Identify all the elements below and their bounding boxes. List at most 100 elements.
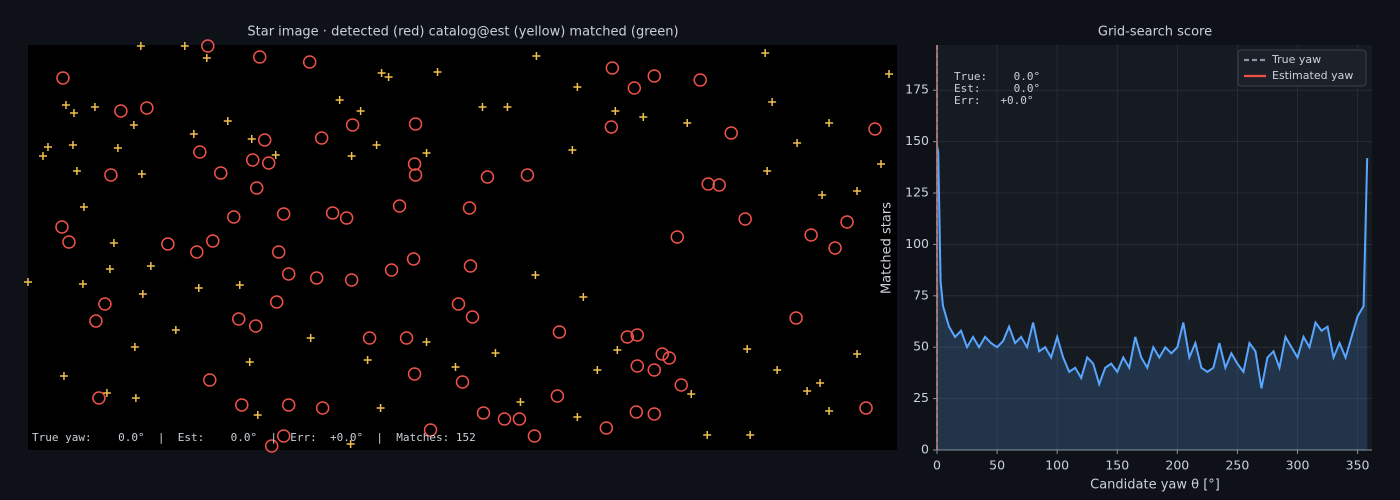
- catalog-star: [639, 113, 648, 121]
- detected-star: [344, 273, 359, 287]
- detected-star: [476, 406, 491, 420]
- catalog-star: [90, 103, 99, 111]
- catalog-star: [363, 356, 372, 364]
- detected-star: [345, 118, 360, 132]
- catalog-star: [146, 262, 155, 270]
- detected-star: [249, 181, 264, 195]
- detected-star: [408, 117, 423, 131]
- x-tick-label: 50: [989, 458, 1005, 473]
- catalog-star: [129, 121, 138, 129]
- detected-star: [98, 297, 112, 311]
- detected-star: [406, 252, 421, 266]
- plot-area: [937, 45, 1372, 450]
- y-tick-label: 25: [913, 390, 929, 405]
- legend-label: True yaw: [1271, 53, 1321, 66]
- catalog-star: [180, 42, 189, 50]
- catalog-star: [78, 280, 87, 288]
- catalog-star: [376, 404, 385, 412]
- detected-star: [693, 73, 707, 87]
- detected-star: [315, 401, 330, 415]
- catalog-star: [372, 141, 381, 149]
- image-footer: True yaw: 0.0° | Est: 0.0° | Err: +0.0° …: [32, 431, 476, 444]
- catalog-star: [24, 278, 32, 286]
- catalog-star: [803, 387, 812, 395]
- detected-star: [201, 39, 215, 53]
- catalog-star: [593, 366, 602, 374]
- image-title: Star image · detected (red) catalog@est …: [247, 25, 678, 40]
- catalog-star: [130, 343, 139, 351]
- catalog-star: [223, 117, 232, 125]
- detected-star: [206, 234, 220, 248]
- catalog-star: [113, 144, 122, 152]
- legend-label: Estimated yaw: [1272, 69, 1353, 82]
- score-area: [937, 145, 1368, 451]
- detected-star: [630, 359, 645, 373]
- catalog-star: [687, 390, 696, 398]
- detected-star: [399, 331, 414, 345]
- catalog-star: [384, 73, 393, 81]
- catalog-star: [451, 363, 460, 371]
- catalog-star: [347, 152, 356, 160]
- detected-star: [462, 201, 477, 215]
- catalog-star: [69, 109, 78, 117]
- annotation: Est: 0.0°: [954, 82, 1040, 95]
- catalog-star: [579, 293, 588, 301]
- detected-star: [724, 126, 738, 140]
- catalog-star: [306, 334, 315, 342]
- catalog-star: [773, 366, 782, 374]
- detected-star: [670, 230, 685, 244]
- detected-star: [190, 245, 204, 259]
- detected-star: [248, 319, 263, 333]
- detected-star: [599, 421, 614, 435]
- catalog-star: [503, 103, 512, 111]
- detected-star: [629, 405, 644, 419]
- catalog-star: [491, 349, 500, 357]
- detected-star: [264, 439, 279, 453]
- detected-star: [512, 412, 527, 426]
- legend-box: [1237, 49, 1367, 87]
- detected-star: [261, 156, 276, 170]
- catalog-star: [131, 394, 140, 402]
- detected-star: [325, 206, 340, 220]
- detected-star: [859, 401, 873, 415]
- catalog-star: [573, 413, 582, 421]
- catalog-star: [573, 83, 582, 91]
- catalog-star: [61, 101, 70, 109]
- detected-star: [281, 398, 296, 412]
- catalog-star: [761, 49, 770, 57]
- detected-star: [520, 168, 535, 182]
- catalog-star: [853, 187, 862, 195]
- detected-star: [655, 347, 670, 361]
- catalog-star: [433, 68, 442, 76]
- detected-star: [463, 259, 478, 273]
- catalog-star: [68, 141, 77, 149]
- catalog-star: [245, 358, 254, 366]
- y-tick-label: 175: [905, 82, 929, 97]
- catalog-star: [611, 107, 620, 115]
- catalog-star: [793, 139, 802, 147]
- detected-star: [407, 157, 422, 171]
- detected-star: [235, 398, 249, 412]
- detected-star: [480, 170, 495, 184]
- catalog-star: [768, 98, 777, 106]
- x-tick-label: 250: [1225, 458, 1249, 473]
- detected-star: [232, 312, 246, 326]
- annotation: True: 0.0°: [954, 70, 1040, 83]
- x-tick-label: 200: [1165, 458, 1189, 473]
- catalog-star: [531, 271, 540, 279]
- x-tick-label: 350: [1346, 458, 1370, 473]
- catalog-star: [194, 284, 203, 292]
- detected-star: [203, 373, 217, 387]
- detected-star: [789, 311, 803, 325]
- detected-star: [627, 81, 642, 95]
- catalog-star: [189, 130, 198, 138]
- detected-star: [407, 367, 422, 381]
- detected-star: [408, 168, 423, 182]
- detected-star: [527, 429, 542, 443]
- detected-star: [314, 131, 329, 145]
- detected-star: [662, 351, 677, 365]
- catalog-star: [825, 407, 834, 415]
- detected-star: [140, 101, 154, 115]
- detected-star: [647, 363, 662, 377]
